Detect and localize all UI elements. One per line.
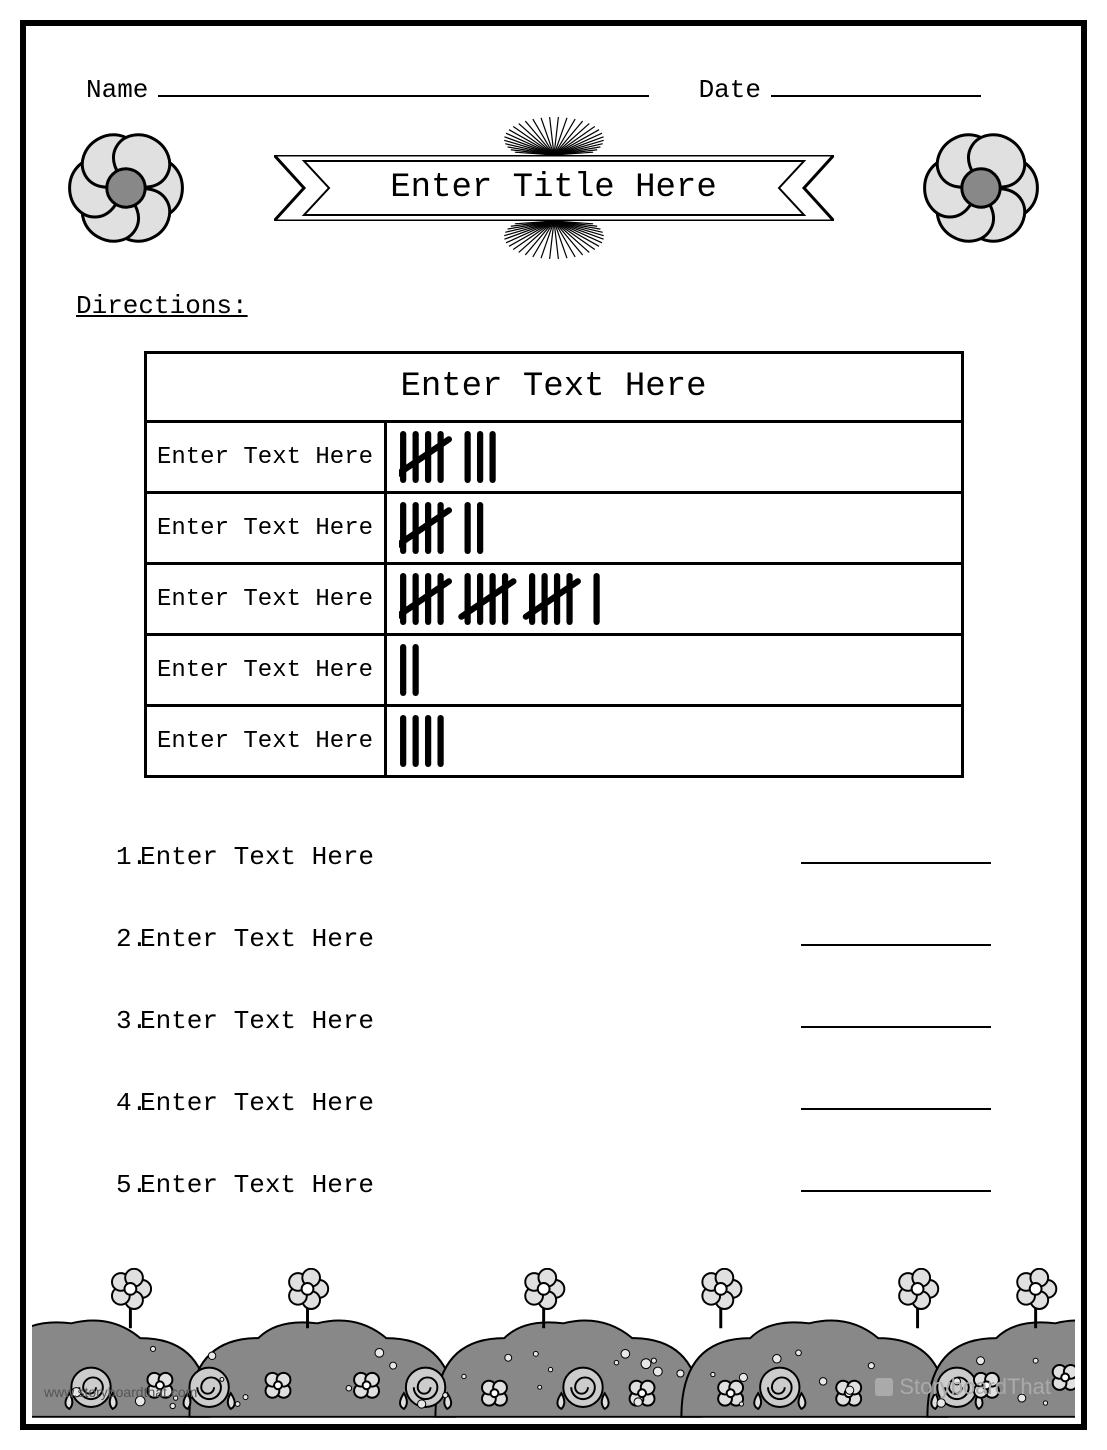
- question-row: 4. Enter Text Here: [116, 1084, 991, 1118]
- name-label: Name: [86, 75, 148, 105]
- question-number: 5.: [116, 1170, 140, 1200]
- date-field-line[interactable]: [771, 66, 981, 97]
- questions-list: 1. Enter Text Here 2. Enter Text Here 3.…: [116, 838, 991, 1200]
- tally-row: Enter Text Here: [147, 707, 961, 775]
- tally-row-marks: [387, 494, 961, 562]
- question-row: 3. Enter Text Here: [116, 1002, 991, 1036]
- title-banner[interactable]: Enter Title Here: [274, 155, 834, 221]
- question-number: 2.: [116, 924, 140, 954]
- question-number: 3.: [116, 1006, 140, 1036]
- tally-row-marks: [387, 636, 961, 704]
- answer-line[interactable]: [801, 1002, 991, 1028]
- name-date-row: Name Date: [86, 66, 1021, 105]
- question-text[interactable]: Enter Text Here: [140, 924, 374, 954]
- tally-row-label[interactable]: Enter Text Here: [147, 707, 387, 775]
- worksheet-page: Name Date Enter Title Here Directions: E…: [20, 20, 1087, 1430]
- directions-label: Directions:: [76, 291, 1021, 321]
- question-row: 5. Enter Text Here: [116, 1166, 991, 1200]
- question-text[interactable]: Enter Text Here: [140, 1170, 374, 1200]
- tally-row-label[interactable]: Enter Text Here: [147, 423, 387, 491]
- tally-row: Enter Text Here: [147, 565, 961, 636]
- question-row: 2. Enter Text Here: [116, 920, 991, 954]
- question-text[interactable]: Enter Text Here: [140, 1088, 374, 1118]
- question-number: 4.: [116, 1088, 140, 1118]
- tally-row-marks: [387, 565, 961, 633]
- watermark-right: StoryboardThat: [875, 1374, 1051, 1400]
- question-text[interactable]: Enter Text Here: [140, 1006, 374, 1036]
- title-row: Enter Title Here: [66, 115, 1041, 261]
- flower-left-icon: [66, 128, 186, 248]
- answer-line[interactable]: [801, 1084, 991, 1110]
- flower-right-icon: [921, 128, 1041, 248]
- tally-row: Enter Text Here: [147, 636, 961, 707]
- watermark-logo-icon: [875, 1378, 893, 1396]
- watermark-right-text: StoryboardThat: [899, 1374, 1051, 1400]
- date-label: Date: [699, 75, 761, 105]
- tally-row-label[interactable]: Enter Text Here: [147, 565, 387, 633]
- sunburst-top-icon: [474, 115, 634, 155]
- question-number: 1.: [116, 842, 140, 872]
- answer-line[interactable]: [801, 920, 991, 946]
- name-field-line[interactable]: [158, 66, 648, 97]
- tally-row-marks: [387, 707, 961, 775]
- tally-row-label[interactable]: Enter Text Here: [147, 636, 387, 704]
- tally-row: Enter Text Here: [147, 494, 961, 565]
- watermark-left: www.storyboardthat.com: [44, 1384, 197, 1400]
- answer-line[interactable]: [801, 1166, 991, 1192]
- tally-row: Enter Text Here: [147, 423, 961, 494]
- title-banner-wrap: Enter Title Here: [186, 115, 921, 261]
- tally-table-header[interactable]: Enter Text Here: [147, 354, 961, 423]
- tally-row-marks: [387, 423, 961, 491]
- question-row: 1. Enter Text Here: [116, 838, 991, 872]
- sunburst-bottom-icon: [474, 221, 634, 261]
- title-text: Enter Title Here: [390, 169, 716, 207]
- tally-row-label[interactable]: Enter Text Here: [147, 494, 387, 562]
- question-text[interactable]: Enter Text Here: [140, 842, 374, 872]
- tally-table: Enter Text Here Enter Text Here Enter Te…: [144, 351, 964, 778]
- answer-line[interactable]: [801, 838, 991, 864]
